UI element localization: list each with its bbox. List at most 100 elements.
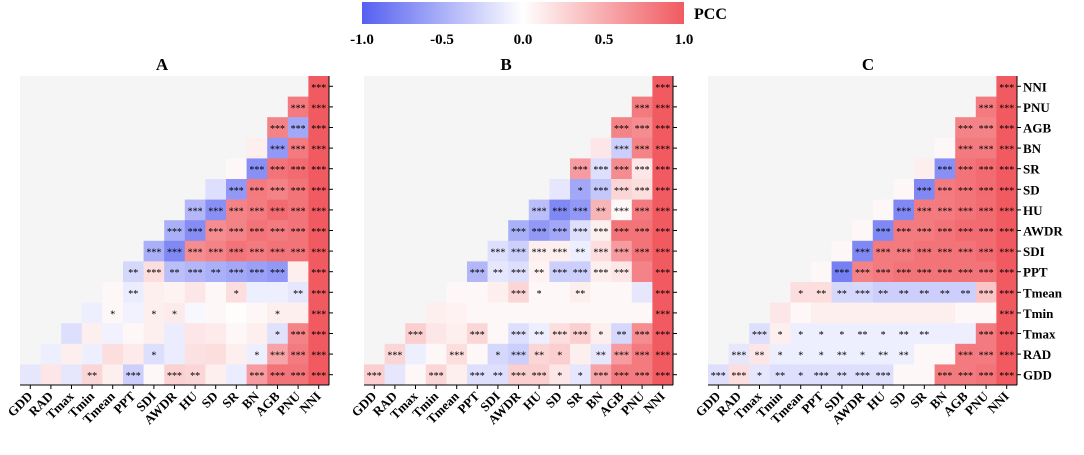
- heatmap-cell: [631, 199, 653, 221]
- heatmap-cell: [267, 343, 289, 365]
- significance-mark: ***: [291, 227, 306, 238]
- heatmap-cell: [631, 323, 653, 345]
- significance-mark: ***: [999, 186, 1014, 197]
- significance-mark: ***: [146, 268, 161, 279]
- significance-mark: ***: [937, 227, 952, 238]
- significance-mark: ***: [593, 371, 608, 382]
- heatmap-cell: [831, 302, 853, 324]
- significance-mark: ***: [876, 371, 891, 382]
- significance-mark: ***: [979, 289, 994, 300]
- heatmap-cell: [287, 302, 309, 324]
- x-tick-label: SD: [886, 389, 908, 411]
- heatmap-cell: [61, 343, 83, 365]
- heatmap-cell: [790, 343, 812, 365]
- heatmap-cell: [975, 220, 997, 242]
- heatmap-cell: [123, 323, 144, 345]
- significance-mark: ***: [249, 227, 264, 238]
- heatmap-cell: [652, 282, 674, 303]
- significance-mark: ***: [532, 227, 547, 238]
- heatmap-cell: [893, 179, 915, 200]
- significance-mark: ***: [635, 124, 650, 135]
- colorbar-tick-label: 0.0: [514, 32, 533, 48]
- significance-mark: *: [578, 371, 583, 382]
- heatmap-cell: [549, 240, 571, 262]
- heatmap-cell: [102, 282, 124, 303]
- y-tick-label: SD: [1023, 182, 1040, 197]
- significance-mark: *: [757, 371, 762, 382]
- heatmap-cell: [164, 302, 186, 324]
- heatmap-cell: [508, 282, 530, 303]
- y-tick-label: Tmin: [1023, 306, 1054, 321]
- heatmap-cell: [872, 302, 894, 324]
- heatmap-cell: [308, 261, 330, 283]
- heatmap-cell: [308, 240, 330, 262]
- significance-mark: **: [961, 289, 971, 300]
- significance-mark: ***: [249, 268, 264, 279]
- significance-mark: ***: [937, 248, 952, 259]
- heatmap-cell: [955, 302, 977, 324]
- significance-mark: **: [940, 289, 950, 300]
- significance-mark: **: [170, 268, 180, 279]
- heatmap-cell: [975, 323, 997, 345]
- x-tick-label: SR: [563, 388, 586, 411]
- heatmap-cell: [308, 158, 330, 180]
- heatmap-cell: [831, 261, 853, 283]
- heatmap-cell: [446, 343, 468, 365]
- x-tick-label: HU: [176, 388, 201, 413]
- significance-mark: ***: [167, 227, 182, 238]
- significance-mark: ***: [291, 103, 306, 114]
- colorbar-tick-label: 0.5: [595, 32, 614, 48]
- heatmap-cell: [287, 220, 309, 242]
- significance-mark: ***: [855, 371, 870, 382]
- significance-mark: ***: [552, 268, 567, 279]
- heatmap-cell: [549, 199, 571, 221]
- significance-mark: ***: [511, 227, 526, 238]
- significance-mark: ***: [249, 165, 264, 176]
- heatmap-cell: [611, 199, 633, 221]
- significance-mark: ***: [635, 227, 650, 238]
- heatmap-cell: [205, 261, 227, 283]
- significance-mark: **: [899, 330, 909, 341]
- significance-mark: ***: [270, 371, 285, 382]
- significance-mark: ***: [655, 124, 670, 135]
- significance-mark: ***: [655, 206, 670, 217]
- significance-mark: ***: [979, 330, 994, 341]
- heatmap-cell: [81, 364, 103, 386]
- significance-mark: *: [234, 289, 239, 300]
- significance-mark: ***: [511, 268, 526, 279]
- heatmap-cell: [308, 199, 330, 221]
- significance-mark: ***: [937, 206, 952, 217]
- significance-mark: ***: [635, 145, 650, 156]
- heatmap-cell: [611, 220, 633, 242]
- heatmap-cell: [611, 282, 633, 303]
- heatmap-cell: [790, 364, 812, 386]
- significance-mark: ***: [635, 351, 650, 362]
- significance-mark: **: [878, 289, 888, 300]
- significance-mark: **: [211, 268, 221, 279]
- significance-mark: **: [534, 330, 544, 341]
- significance-mark: *: [151, 309, 156, 320]
- heatmap-cell: [652, 158, 674, 180]
- heatmap-cell: [184, 199, 206, 221]
- heatmap-cell: [143, 302, 165, 324]
- significance-mark: **: [837, 351, 847, 362]
- significance-mark: ***: [614, 165, 629, 176]
- significance-mark: ***: [270, 165, 285, 176]
- significance-mark: ***: [855, 248, 870, 259]
- heatmap-cell: [652, 240, 674, 262]
- heatmap-cell: [267, 117, 289, 139]
- significance-mark: **: [190, 371, 200, 382]
- heatmap-cell: [631, 240, 653, 262]
- heatmap-cell: [487, 323, 509, 345]
- significance-mark: ***: [917, 186, 932, 197]
- heatmap-cell: [570, 240, 591, 262]
- heatmap-cell: [102, 343, 124, 365]
- heatmap-cell: [631, 96, 653, 118]
- y-tick-label: SR: [1023, 162, 1040, 177]
- significance-mark: ***: [229, 268, 244, 279]
- heatmap-cell: [205, 343, 227, 365]
- heatmap-cell: [123, 343, 144, 365]
- heatmap-cell: [184, 282, 206, 303]
- heatmap-cell: [996, 343, 1018, 365]
